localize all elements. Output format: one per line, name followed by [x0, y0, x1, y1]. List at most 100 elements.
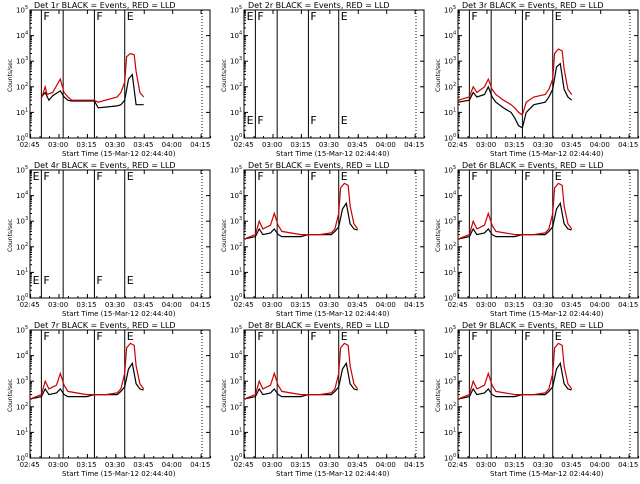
y-tick-exponent: 1 [453, 107, 456, 113]
plot-frame [29, 9, 211, 139]
x-axis-label: Start Time (15-Mar-12 02:44:40) [276, 310, 390, 318]
x-tick-label: 04:00 [376, 141, 396, 149]
panel-title: Det 9r BLACK = Events, RED = LLD [462, 321, 604, 330]
y-tick-exponent: 1 [239, 427, 242, 433]
x-tick-label: 03:30 [319, 301, 339, 309]
y-tick-label: 10 [16, 58, 25, 66]
x-tick-label: 03:30 [319, 461, 339, 469]
y-tick-exponent: 5 [239, 5, 242, 11]
y-tick-label: 10 [16, 192, 25, 200]
x-tick-label: 04:15 [404, 301, 424, 309]
series-line-lld [243, 182, 359, 240]
x-tick-label: 02:45 [448, 141, 468, 149]
y-tick-label: 10 [16, 269, 25, 277]
x-tick-label: 03:30 [105, 461, 125, 469]
x-tick-label: 03:30 [533, 141, 553, 149]
y-tick-label: 10 [16, 429, 25, 437]
y-tick-label: 10 [230, 109, 239, 117]
flag-label-top: F [524, 330, 530, 343]
flag-label-bottom: E [33, 274, 40, 287]
y-tick-exponent: 5 [239, 165, 242, 171]
x-tick-label: 03:45 [133, 141, 153, 149]
flag-label-top: E [341, 330, 348, 343]
y-tick-exponent: 2 [25, 242, 28, 248]
flag-label-bottom: F [43, 274, 49, 287]
series-line-events [243, 361, 358, 400]
y-tick-exponent: 4 [25, 31, 28, 37]
plot-frame [243, 169, 425, 299]
y-tick-label: 10 [444, 32, 453, 40]
x-axis-label: Start Time (15-Mar-12 02:44:40) [490, 150, 604, 158]
x-tick-label: 04:00 [162, 461, 182, 469]
y-tick-label: 10 [16, 7, 25, 15]
y-axis-label: Counts/sec [221, 219, 228, 252]
y-tick-exponent: 4 [239, 31, 242, 37]
y-tick-exponent: 5 [25, 5, 28, 11]
x-tick-label: 02:45 [20, 141, 40, 149]
x-tick-label: 03:30 [105, 141, 125, 149]
y-tick-exponent: 3 [239, 216, 242, 222]
y-tick-exponent: 4 [453, 351, 456, 357]
x-tick-label: 03:30 [105, 301, 125, 309]
y-tick-label: 10 [444, 243, 453, 251]
flag-label-top: F [471, 170, 477, 183]
y-tick-label: 10 [230, 295, 239, 303]
y-tick-label: 10 [16, 167, 25, 175]
y-tick-exponent: 0 [25, 453, 28, 459]
series-line-lld [29, 342, 145, 400]
y-tick-label: 10 [230, 352, 239, 360]
x-tick-label: 03:00 [262, 461, 282, 469]
x-tick-label: 02:45 [20, 301, 40, 309]
flag-label-top: E [127, 170, 134, 183]
y-tick-exponent: 4 [453, 191, 456, 197]
series-line-events [29, 361, 144, 400]
panel-title: Det 2r BLACK = Events, RED = LLD [248, 1, 390, 10]
flag-label-top: F [43, 170, 49, 183]
x-tick-label: 03:45 [561, 141, 581, 149]
y-tick-exponent: 2 [25, 402, 28, 408]
y-tick-exponent: 2 [25, 82, 28, 88]
y-tick-label: 10 [230, 327, 239, 335]
x-tick-label: 03:15 [76, 461, 96, 469]
y-tick-exponent: 1 [239, 267, 242, 273]
x-tick-label: 04:15 [618, 301, 638, 309]
panel-title: Det 5r BLACK = Events, RED = LLD [248, 161, 390, 170]
y-tick-label: 10 [230, 7, 239, 15]
y-tick-label: 10 [16, 109, 25, 117]
x-tick-label: 04:00 [590, 461, 610, 469]
x-tick-label: 03:15 [504, 141, 524, 149]
flag-label-top: F [96, 330, 102, 343]
plot-frame [243, 329, 425, 459]
panel-title: Det 4r BLACK = Events, RED = LLD [34, 161, 176, 170]
y-tick-label: 10 [444, 109, 453, 117]
flag-label-top: E [341, 10, 348, 23]
y-tick-exponent: 4 [453, 31, 456, 37]
y-tick-label: 10 [444, 7, 453, 15]
x-axis-label: Start Time (15-Mar-12 02:44:40) [490, 310, 604, 318]
y-tick-label: 10 [444, 58, 453, 66]
plot-frame [29, 169, 211, 299]
flag-label-top: F [310, 170, 316, 183]
x-tick-label: 04:00 [376, 301, 396, 309]
x-axis-label: Start Time (15-Mar-12 02:44:40) [276, 470, 390, 478]
series-line-lld [457, 48, 573, 116]
y-tick-label: 10 [16, 327, 25, 335]
y-tick-exponent: 5 [453, 5, 456, 11]
x-tick-label: 03:45 [347, 461, 367, 469]
series-line-events [457, 201, 572, 240]
x-tick-label: 03:45 [133, 461, 153, 469]
x-tick-label: 04:00 [376, 461, 396, 469]
y-tick-exponent: 0 [453, 293, 456, 299]
flag-label-top: E [33, 170, 40, 183]
y-axis-label: Counts/sec [7, 219, 14, 252]
y-tick-exponent: 3 [25, 56, 28, 62]
y-tick-label: 10 [230, 218, 239, 226]
flag-label-bottom: F [257, 114, 263, 127]
y-tick-exponent: 1 [25, 427, 28, 433]
y-tick-label: 10 [444, 135, 453, 143]
x-tick-label: 03:15 [76, 141, 96, 149]
y-tick-exponent: 1 [239, 107, 242, 113]
